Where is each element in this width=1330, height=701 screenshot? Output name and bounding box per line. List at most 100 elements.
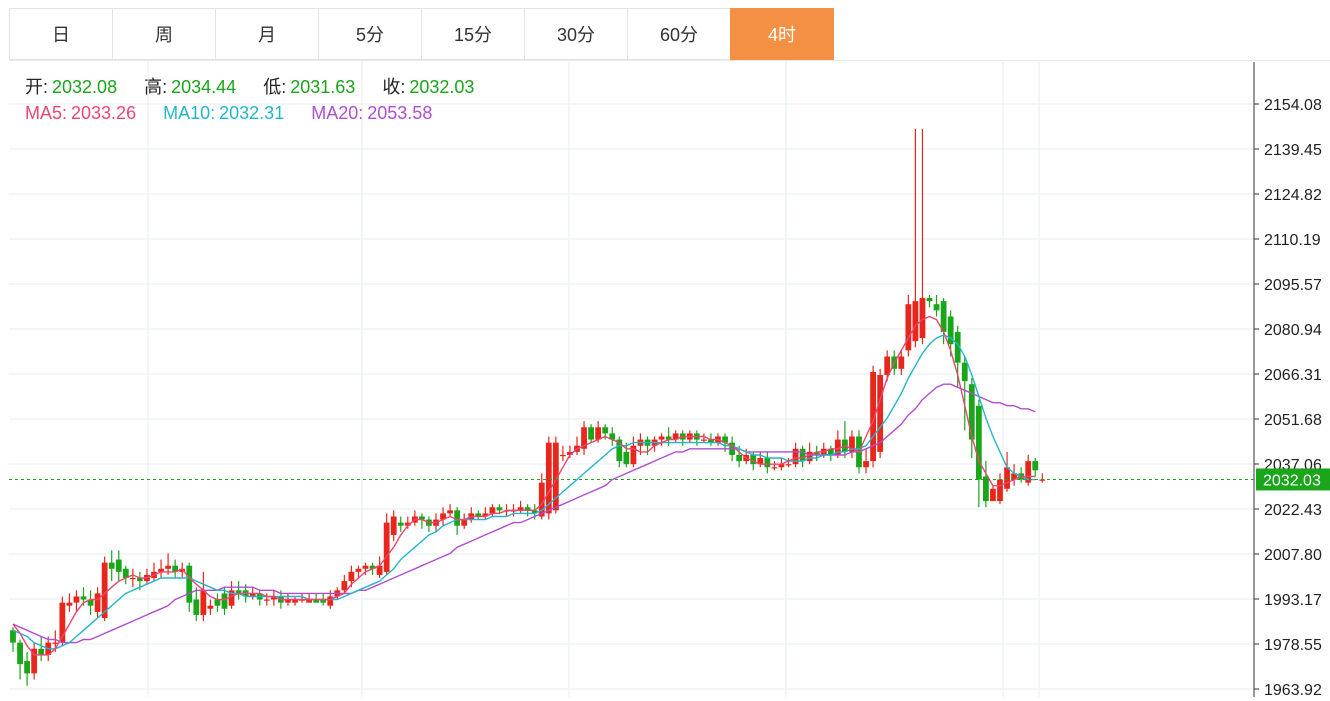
candle-body [764,458,771,468]
candle-body [419,516,425,520]
candle-body [736,454,743,462]
candle-body [489,507,496,514]
ma-row: MA5: 2033.26 MA10: 2032.31 MA20: 2053.58 [25,100,478,126]
candle-body [306,599,312,603]
tab-60min[interactable]: 60分 [627,8,731,60]
candle-body [771,467,778,469]
y-tick-label: 2066.31 [1264,367,1322,384]
tab-week[interactable]: 周 [112,8,216,60]
candle-body [362,565,369,569]
candle-body [59,602,66,643]
candle-body [870,371,876,462]
candle-body [863,461,869,468]
candle-body [207,605,214,609]
candle-body [80,596,87,600]
candle-body [849,436,855,452]
candle-body [122,568,129,579]
candle-body [602,427,609,434]
candle-body [496,507,503,511]
candle-body [940,301,947,332]
y-tick-label: 2022.43 [1264,502,1322,519]
candle-body [1004,467,1010,489]
candle-body [905,304,912,351]
tab-month[interactable]: 月 [215,8,319,60]
tab-30min[interactable]: 30分 [524,8,628,60]
candle-body [750,454,757,465]
candle-body [806,451,813,462]
ma10-label: MA10: [163,103,216,123]
y-tick-label: 1993.17 [1264,592,1322,609]
candle-body [447,510,453,514]
candle-body [968,384,975,440]
candle-body [552,442,559,511]
ohlc-row: 开: 2032.08 高: 2034.44 低: 2031.63 收: 2032.03 [25,74,478,100]
candle-body [567,451,573,455]
candle-body [778,464,785,468]
y-tick-label: 1963.92 [1264,682,1322,699]
candle-body [292,599,298,603]
y-tick-label: 2110.19 [1264,232,1321,249]
candle-body [404,522,411,526]
low-label: 低: [263,77,287,97]
open-label: 开: [25,77,49,97]
close-value: 2032.03 [409,77,475,97]
tab-15min[interactable]: 15分 [421,8,525,60]
tab-day[interactable]: 日 [9,8,113,60]
candle-body [193,599,200,615]
candle-body [517,507,524,511]
candle-body [369,565,376,569]
candle-body [454,510,461,526]
candle-body [10,630,16,643]
candle-body [440,513,446,520]
candle-body [348,571,355,582]
candle-body [87,599,94,606]
candle-body [708,439,714,443]
candle-body [327,596,334,606]
candle-body [1011,473,1017,480]
candle-body [108,562,115,569]
candle-body [884,356,891,375]
tab-4hour[interactable]: 4时 [730,8,834,60]
open-value: 2032.08 [52,77,118,97]
close-label: 收: [382,77,406,97]
candle-body [24,661,30,674]
candle-body [813,451,820,455]
candle-body [73,596,80,603]
candle-body [722,436,728,443]
ma20-line [12,383,1036,644]
candle-body [997,479,1003,502]
candle-body [285,599,291,603]
candle-body [482,513,489,517]
candle-body [672,433,679,440]
candle-body [961,362,968,382]
candle-body [658,436,665,440]
y-tick-label: 2139.45 [1264,142,1322,159]
y-tick-label: 2007.80 [1264,547,1322,564]
candle-body [221,593,228,609]
candle-body [834,439,841,455]
candle-body [757,458,764,465]
candle-body [390,516,397,535]
candle-body [799,448,806,462]
tab-5min[interactable]: 5分 [318,8,422,60]
ma20-label: MA20: [311,103,364,123]
candle-body [214,599,221,606]
candle-body [249,593,256,597]
candle-body [263,599,270,601]
candle-body [186,565,193,603]
candle-body [101,562,108,618]
candle-body [792,448,799,465]
candle-body [17,642,23,665]
candle-body [94,593,101,612]
candle-body [31,648,38,674]
candle-body [270,596,277,600]
candle-body [38,648,45,655]
y-tick-label: 2154.08 [1264,97,1322,114]
candle-body [531,510,538,514]
candle-body [235,590,242,594]
candle-body [616,439,623,462]
high-label: 高: [144,77,168,97]
candle-body [129,578,136,580]
y-tick-label: 2124.82 [1264,187,1322,204]
